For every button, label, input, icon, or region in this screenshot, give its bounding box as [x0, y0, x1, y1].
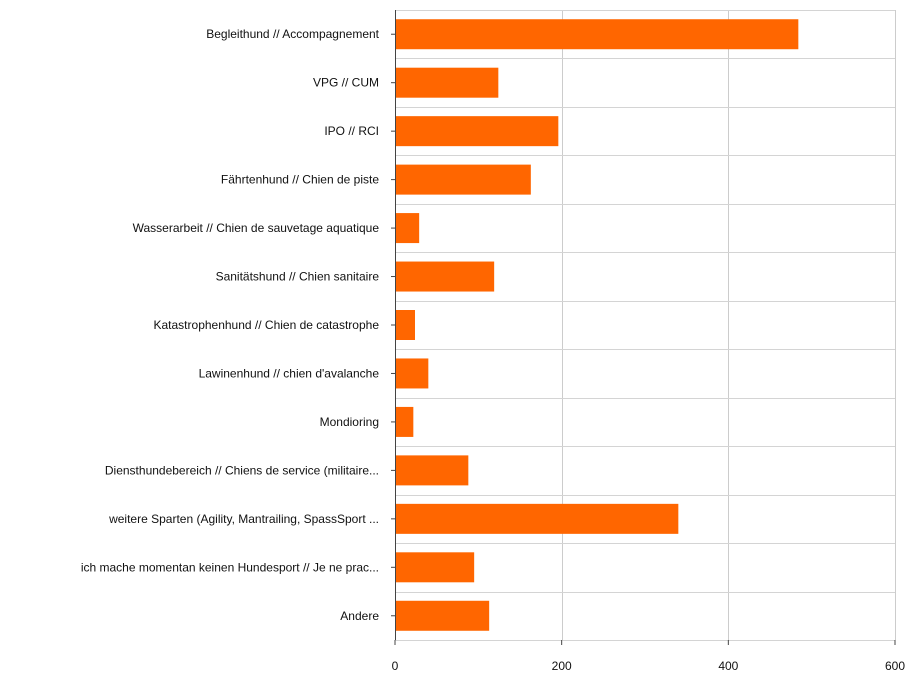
category-labels: Begleithund // Accompagnement VPG // CUM I…: [81, 27, 395, 623]
bar: [395, 164, 531, 195]
x-tick-label: 0: [392, 659, 399, 673]
category-label: Katastrophenhund // Chien de catastrophe: [154, 318, 380, 332]
x-tick-label: 200: [552, 659, 572, 673]
category-label: Sanitätshund // Chien sanitaire: [216, 270, 380, 284]
bar: [395, 600, 490, 631]
category-label: Diensthundebereich // Chiens de service …: [105, 463, 379, 477]
bar: [395, 310, 415, 340]
bar: [395, 406, 414, 437]
bar: [395, 213, 420, 244]
bar: [395, 67, 499, 98]
x-axis-ticks: 0 200 400 600: [392, 640, 905, 673]
category-label: Mondioring: [320, 415, 379, 429]
x-tick-label: 400: [718, 659, 738, 673]
bars: [395, 19, 799, 631]
category-label: ich mache momentan keinen Hundesport // …: [81, 560, 379, 574]
category-label: Begleithund // Accompagnement: [206, 27, 379, 41]
bar: [395, 358, 429, 389]
bar: [395, 261, 495, 292]
category-label: IPO // RCI: [324, 124, 379, 138]
category-label: Fährtenhund // Chien de piste: [221, 173, 379, 187]
category-label: VPG // CUM: [313, 76, 379, 90]
bar: [395, 503, 679, 534]
bar: [395, 455, 469, 486]
category-label: weitere Sparten (Agility, Mantrailing, S…: [108, 512, 379, 526]
bar: [395, 116, 559, 147]
bar: [395, 19, 799, 50]
category-label: Lawinenhund // chien d'avalanche: [199, 366, 380, 380]
category-label: Andere: [340, 609, 379, 623]
x-tick-label: 600: [885, 659, 905, 673]
grid-lines: [395, 10, 896, 641]
bar: [395, 552, 475, 583]
category-label: Wasserarbeit // Chien de sauvetage aquat…: [133, 221, 380, 235]
